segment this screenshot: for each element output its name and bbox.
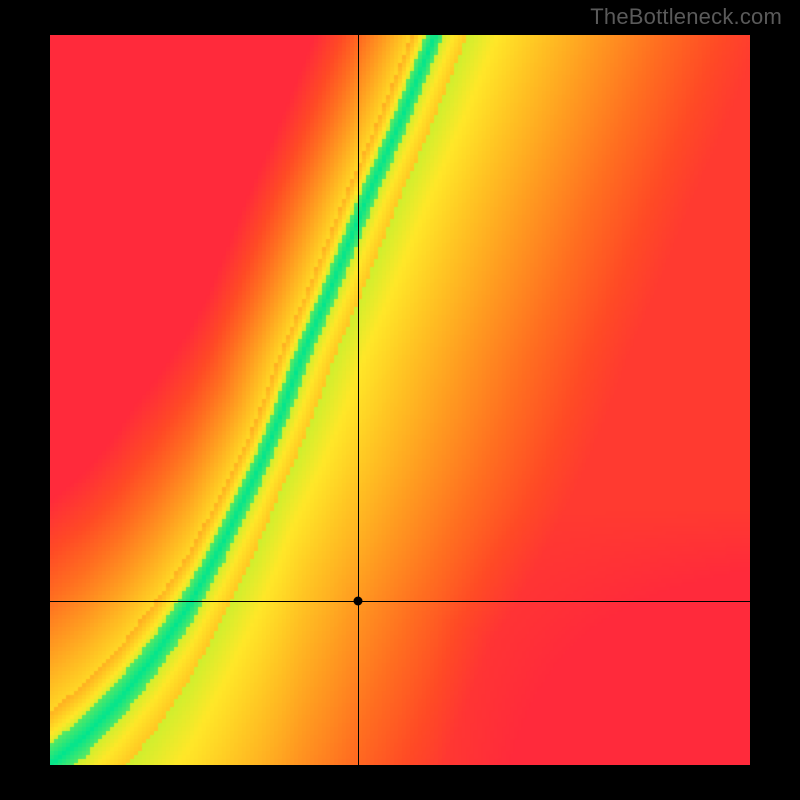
crosshair-vertical-line (358, 35, 359, 765)
crosshair-dot (354, 596, 363, 605)
crosshair-horizontal-line (50, 601, 750, 602)
bottleneck-heatmap (50, 35, 750, 765)
watermark-text: TheBottleneck.com (590, 4, 782, 30)
